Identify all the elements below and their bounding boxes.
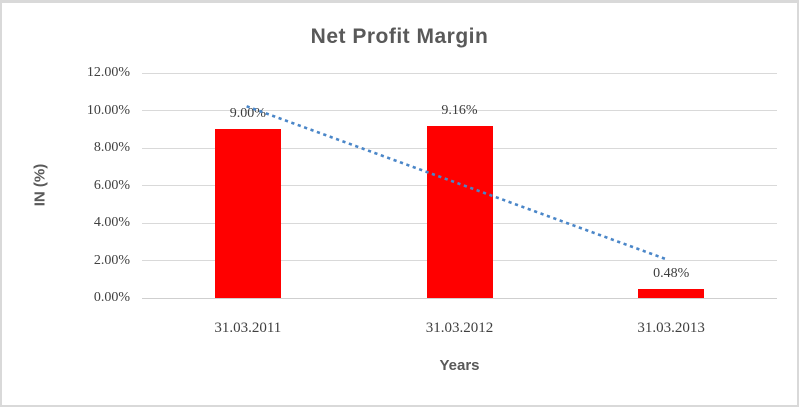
chart-title: Net Profit Margin <box>310 25 489 48</box>
gridline <box>142 72 777 74</box>
x-axis-title: Years <box>439 357 480 374</box>
x-category-label: 31.03.2011 <box>214 320 282 336</box>
y-tick-label: 0.00% <box>93 290 130 305</box>
data-label: 9.16% <box>441 103 478 119</box>
y-tick-label: 2.00% <box>93 252 130 268</box>
x-category-label: 31.03.2013 <box>637 320 705 336</box>
data-label: 9.00% <box>229 106 266 122</box>
y-tick-label: 6.00% <box>93 177 130 193</box>
bar-31.03.2013 <box>638 289 705 298</box>
bar-31.03.2012 <box>426 126 493 298</box>
gridline <box>142 297 777 299</box>
y-tick-label: 8.00% <box>93 140 130 155</box>
x-category-label: 31.03.2012 <box>425 320 494 336</box>
y-tick-label: 4.00% <box>93 215 130 230</box>
y-tick-label: 10.00% <box>86 102 130 118</box>
data-label: 0.48% <box>653 266 690 281</box>
bar-31.03.2011 <box>214 129 281 298</box>
y-tick-label: 12.00% <box>86 65 130 80</box>
